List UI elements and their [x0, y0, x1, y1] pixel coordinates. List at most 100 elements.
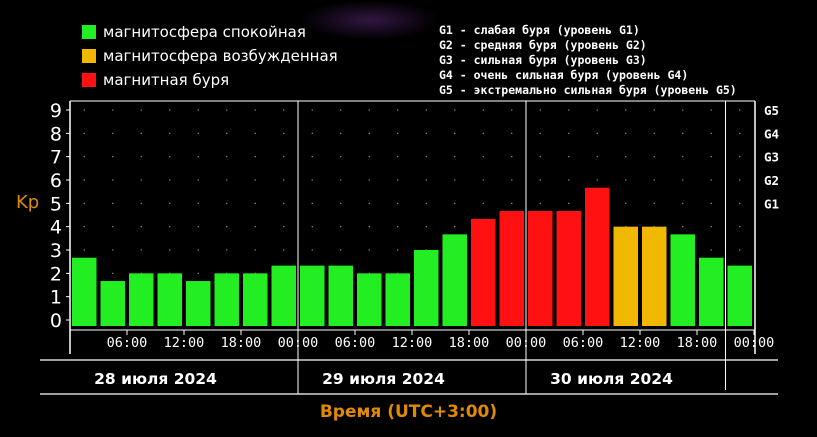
- grid-dot: [140, 202, 142, 204]
- grid-dot: [368, 109, 370, 111]
- grid-dot: [397, 156, 399, 158]
- y-tick-label: 7: [50, 147, 62, 169]
- grid-dot: [710, 132, 712, 134]
- grid-dot: [511, 132, 513, 134]
- grid-dot: [283, 226, 285, 228]
- grid-dot: [625, 226, 627, 228]
- grid-dot: [169, 226, 171, 228]
- grid-dot: [283, 202, 285, 204]
- grid-dot: [397, 249, 399, 251]
- day-label: 30 июля 2024: [550, 370, 673, 388]
- g-level-label: G5: [764, 103, 779, 118]
- kp-bar: [186, 281, 211, 326]
- grid-dot: [511, 202, 513, 204]
- kp-bar: [328, 265, 353, 326]
- grid-dot: [482, 109, 484, 111]
- grid-dot: [710, 226, 712, 228]
- grid-dot: [539, 156, 541, 158]
- grid-dot: [482, 179, 484, 181]
- y-axis-label: Kp: [16, 192, 40, 213]
- y-tick-label: 8: [50, 123, 62, 145]
- grid-dot: [454, 179, 456, 181]
- grid-dot: [112, 179, 114, 181]
- grid-dot: [112, 109, 114, 111]
- grid-dot: [454, 132, 456, 134]
- grid-dot: [226, 109, 228, 111]
- grid-dot: [140, 109, 142, 111]
- storm-level-g3: G3 - сильная буря (уровень G3): [439, 53, 647, 67]
- grid-dot: [539, 202, 541, 204]
- grid-dot: [112, 272, 114, 274]
- legend-item-storm: магнитная буря: [82, 68, 338, 92]
- grid-dot: [710, 249, 712, 251]
- y-tick-label: 2: [50, 263, 62, 285]
- grid-dot: [197, 249, 199, 251]
- grid-dot: [83, 202, 85, 204]
- day-label: 28 июля 2024: [94, 370, 217, 388]
- time-tick-label: 00:00: [506, 335, 547, 351]
- grid-dot: [140, 132, 142, 134]
- grid-dot: [368, 249, 370, 251]
- grid-dot: [340, 156, 342, 158]
- kp-bar: [499, 211, 524, 326]
- grid-dot: [340, 226, 342, 228]
- grid-dot: [368, 202, 370, 204]
- grid-dot: [511, 109, 513, 111]
- grid-dot: [340, 249, 342, 251]
- storm-level-g4: G4 - очень сильная буря (уровень G4): [439, 68, 689, 82]
- grid-dot: [454, 156, 456, 158]
- g-level-label: G4: [764, 126, 779, 141]
- grid-dot: [710, 179, 712, 181]
- grid-dot: [197, 179, 199, 181]
- grid-dot: [169, 132, 171, 134]
- legend-swatch-quiet: [82, 25, 96, 39]
- grid-dot: [226, 226, 228, 228]
- grid-dot: [83, 249, 85, 251]
- grid-dot: [311, 226, 313, 228]
- grid-dot: [340, 109, 342, 111]
- grid-dot: [682, 179, 684, 181]
- grid-dot: [226, 132, 228, 134]
- grid-dot: [653, 156, 655, 158]
- time-tick-label: 12:00: [620, 335, 661, 351]
- grid-dot: [625, 202, 627, 204]
- grid-dot: [425, 226, 427, 228]
- grid-dot: [739, 132, 741, 134]
- grid-dot: [397, 132, 399, 134]
- grid-dot: [340, 132, 342, 134]
- day-label: 29 июля 2024: [322, 370, 445, 388]
- storm-level-g2: G2 - средняя буря (уровень G2): [439, 38, 647, 52]
- grid-dot: [739, 109, 741, 111]
- y-tick-label: 0: [50, 310, 62, 332]
- grid-dot: [539, 132, 541, 134]
- legend-item-excited: магнитосфера возбужденная: [82, 44, 338, 68]
- grid-dot: [596, 132, 598, 134]
- time-tick-label: 12:00: [392, 335, 433, 351]
- grid-dot: [140, 249, 142, 251]
- grid-dot: [254, 109, 256, 111]
- grid-dot: [568, 202, 570, 204]
- grid-dot: [682, 109, 684, 111]
- grid-dot: [112, 226, 114, 228]
- grid-dot: [83, 132, 85, 134]
- grid-dot: [83, 179, 85, 181]
- grid-dot: [482, 132, 484, 134]
- grid-dot: [140, 179, 142, 181]
- grid-dot: [226, 179, 228, 181]
- grid-dot: [710, 156, 712, 158]
- grid-dot: [83, 109, 85, 111]
- background-glow: [300, 0, 440, 40]
- grid-dot: [653, 202, 655, 204]
- grid-dot: [197, 156, 199, 158]
- kp-bar: [556, 211, 581, 326]
- grid-dot: [254, 249, 256, 251]
- grid-dot: [653, 226, 655, 228]
- grid-dot: [169, 249, 171, 251]
- grid-dot: [169, 156, 171, 158]
- grid-dot: [425, 109, 427, 111]
- grid-dot: [425, 156, 427, 158]
- grid-dot: [397, 202, 399, 204]
- grid-dot: [254, 132, 256, 134]
- time-tick-label: 18:00: [677, 335, 718, 351]
- y-tick-label: 5: [50, 193, 62, 215]
